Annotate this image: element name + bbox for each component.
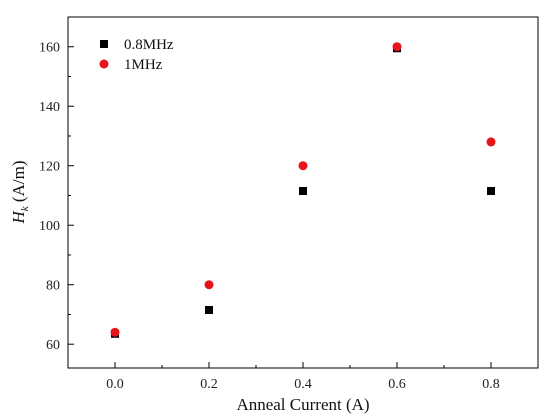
y-axis-ticks: 60 80 100 120 140 160 bbox=[39, 41, 74, 353]
legend-marker-1mhz bbox=[99, 59, 109, 69]
y-axis-label-unit: (A/m) bbox=[9, 161, 28, 207]
x-axis-ticks: 0.0 0.2 0.4 0.6 0.8 bbox=[106, 362, 500, 392]
point-0-8mhz bbox=[205, 305, 213, 314]
y-tick-label: 160 bbox=[39, 41, 60, 56]
point-0-8mhz bbox=[487, 187, 495, 196]
y-axis-label: Hk (A/m) bbox=[9, 161, 31, 225]
y-tick-label: 140 bbox=[39, 100, 60, 115]
legend: 0.8MHz 1MHz bbox=[99, 37, 174, 73]
x-axis-label: Anneal Current (A) bbox=[236, 395, 369, 414]
y-tick-label: 100 bbox=[39, 219, 60, 234]
data-markers bbox=[110, 42, 496, 338]
point-1mhz bbox=[392, 42, 402, 52]
point-1mhz bbox=[298, 161, 308, 171]
point-0-8mhz bbox=[299, 187, 307, 196]
y-tick-label: 60 bbox=[46, 338, 60, 353]
legend-marker-0-8mhz bbox=[100, 40, 108, 48]
x-tick-label: 0.0 bbox=[106, 377, 124, 392]
legend-label-0-8mhz: 0.8MHz bbox=[124, 37, 174, 53]
point-1mhz bbox=[486, 137, 496, 147]
x-tick-label: 0.8 bbox=[482, 377, 500, 392]
x-tick-label: 0.2 bbox=[200, 377, 218, 392]
x-tick-label: 0.4 bbox=[294, 377, 312, 392]
legend-label-1mhz: 1MHz bbox=[124, 57, 163, 73]
x-tick-label: 0.6 bbox=[388, 377, 406, 392]
point-1mhz bbox=[204, 280, 214, 290]
y-tick-label: 120 bbox=[39, 160, 60, 175]
y-axis-label-subscript: k bbox=[19, 205, 31, 211]
y-tick-label: 80 bbox=[46, 279, 60, 294]
y-axis-label-symbol: H bbox=[9, 209, 28, 224]
point-1mhz bbox=[110, 327, 120, 337]
